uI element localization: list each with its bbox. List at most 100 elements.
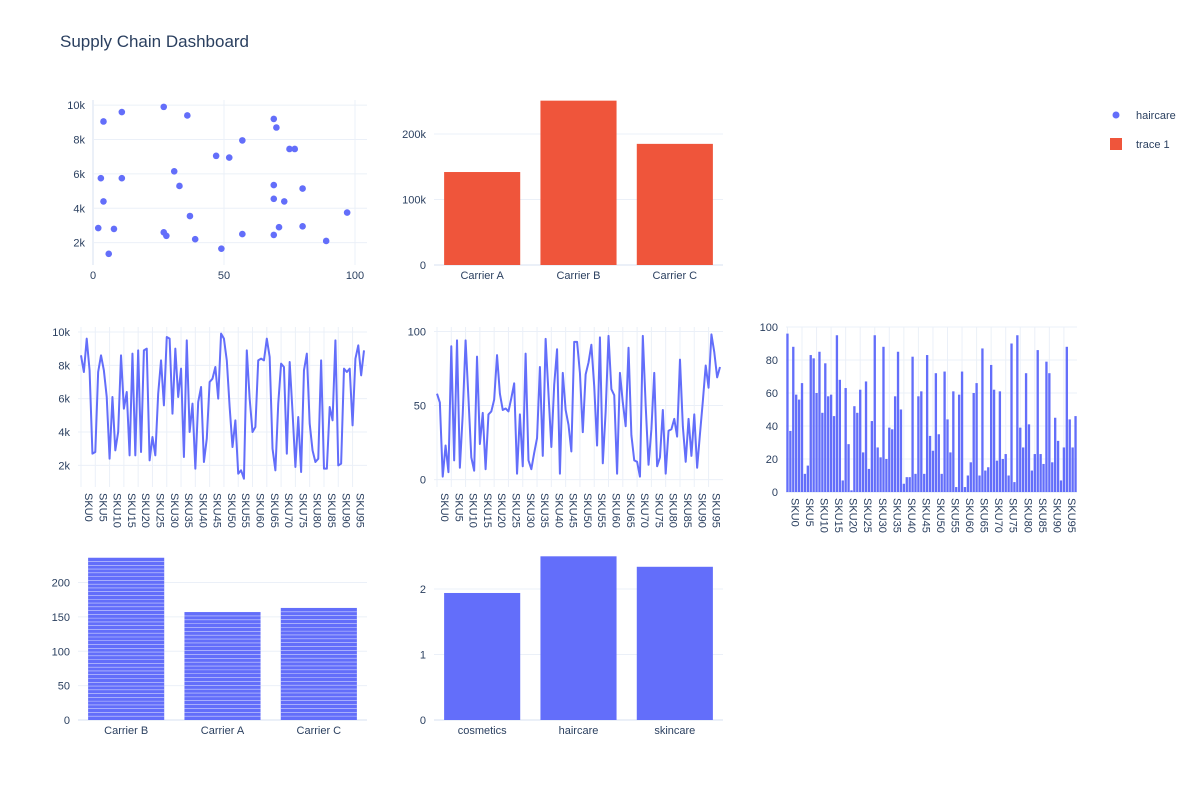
bar	[1027, 424, 1031, 492]
bar	[870, 421, 874, 492]
scatter-point	[170, 168, 178, 175]
bar	[946, 419, 949, 492]
line-series	[436, 333, 721, 478]
x-category-label: haircare	[559, 725, 599, 737]
x-tick-label: SKU45	[211, 493, 223, 528]
bar	[917, 396, 920, 492]
bar	[978, 475, 981, 492]
x-tick-label: SKU80	[667, 493, 679, 528]
bar	[1024, 373, 1028, 492]
bar	[1019, 427, 1022, 492]
bar	[992, 389, 996, 492]
scatter-point	[291, 145, 299, 153]
bar	[1071, 447, 1074, 492]
bar	[928, 435, 932, 492]
bar	[797, 399, 801, 492]
scatter-point	[94, 224, 102, 232]
bar	[1074, 416, 1077, 492]
bar	[989, 364, 993, 492]
bar	[1051, 462, 1054, 492]
bar	[902, 483, 906, 492]
x-tick-label: SKU25	[153, 493, 165, 528]
y-tick-label: 8k	[73, 135, 85, 147]
x-tick-label: SKU35	[890, 498, 902, 533]
bar	[987, 467, 990, 492]
bar	[795, 394, 798, 492]
x-tick-label: SKU75	[296, 493, 308, 528]
bar	[1065, 346, 1068, 492]
legend-label-trace-1[interactable]: trace 1	[1136, 139, 1170, 151]
bar	[981, 348, 984, 492]
bar	[867, 468, 871, 492]
y-tick-label: 50	[414, 401, 426, 413]
bar	[859, 389, 862, 492]
x-tick-label: SKU55	[239, 493, 251, 528]
legend: haircare trace 1	[1110, 110, 1176, 151]
x-category-label: Carrier B	[104, 725, 148, 737]
scatter-point	[186, 212, 194, 220]
bar	[1007, 475, 1010, 492]
bar	[899, 409, 903, 492]
x-tick-label: SKU20	[847, 498, 859, 533]
x-tick-label: SKU60	[963, 498, 975, 533]
scatter-point	[191, 235, 199, 243]
bar	[832, 416, 836, 492]
y-tick-label: 0	[420, 715, 426, 727]
y-tick-label: 2k	[73, 238, 85, 250]
y-tick-label: 100	[408, 326, 426, 338]
subplot-scatter[interactable]: 2k 4k 6k 8k 10k 0 50 100	[67, 100, 367, 282]
bar	[841, 480, 844, 492]
x-tick-label: SKU10	[818, 498, 830, 533]
subplot-line-a[interactable]: SKU0 SKU5 SKU10 SKU15 SKU20 SKU25 SKU30 SKU35 SK…	[52, 327, 367, 528]
y-tick-label: 0	[420, 260, 426, 272]
scatter-point	[299, 223, 306, 230]
scatter-point	[275, 223, 283, 231]
x-tick-label: SKU50	[581, 493, 593, 528]
bar	[809, 355, 812, 492]
x-tick-label: SKU90	[339, 493, 351, 528]
subplot-stacked-carrier-bars[interactable]: 0 50 100 150 200 Carrier B Carrier A Carrier C	[52, 557, 367, 737]
bar	[800, 383, 804, 492]
scatter-point	[184, 112, 191, 119]
x-tick-label: SKU40	[905, 498, 917, 533]
scatter-point	[212, 152, 220, 160]
x-tick-label: SKU80	[311, 493, 323, 528]
y-tick-label: 60	[766, 388, 778, 400]
bar	[960, 371, 964, 492]
bar	[812, 358, 815, 492]
legend-marker-haircare[interactable]	[1112, 111, 1120, 119]
bar	[540, 556, 617, 720]
bar	[1036, 350, 1039, 492]
x-tick-label: SKU85	[681, 493, 693, 528]
bar	[1010, 343, 1013, 492]
x-tick-label: SKU25	[509, 493, 521, 528]
x-tick-label: SKU5	[96, 493, 108, 522]
x-tick-label: SKU80	[1021, 498, 1033, 533]
bar	[789, 430, 792, 492]
y-tick-label: 20	[766, 454, 778, 466]
legend-label-haircare[interactable]: haircare	[1136, 110, 1176, 122]
x-tick-label: SKU65	[978, 498, 990, 533]
bar	[891, 429, 894, 492]
x-tick-label: SKU95	[354, 493, 366, 528]
legend-marker-trace-1[interactable]	[1110, 138, 1122, 150]
bar	[847, 444, 850, 492]
x-tick-label: 100	[346, 270, 364, 282]
subplot-carrier-bars[interactable]: 0 100k 200k Carrier A Carrier B Carrier C	[402, 100, 723, 282]
scatter-point	[176, 182, 183, 190]
subplot-category-bars[interactable]: 0 1 2 cosmetics haircare skincare	[420, 556, 723, 737]
bar	[995, 460, 999, 492]
bar	[1001, 459, 1004, 492]
bar	[1030, 470, 1034, 492]
bar	[998, 391, 1002, 492]
x-tick-label: SKU20	[139, 493, 151, 528]
x-tick-label: SKU75	[1007, 498, 1019, 533]
x-category-label: Carrier A	[460, 270, 504, 282]
scatter-point	[118, 174, 126, 182]
bar	[1042, 463, 1045, 492]
subplot-sku-bars[interactable]: SKU0 SKU5 SKU10 SKU15 SKU20 SKU25 SKU30 SKU35 SK…	[760, 322, 1077, 533]
bar	[821, 412, 824, 492]
x-tick-label: SKU45	[919, 498, 931, 533]
subplot-line-b[interactable]: SKU0 SKU5 SKU10 SKU15 SKU20 SKU25 SKU30 SKU35 SK…	[408, 326, 723, 528]
y-tick-label: 6k	[58, 394, 70, 406]
